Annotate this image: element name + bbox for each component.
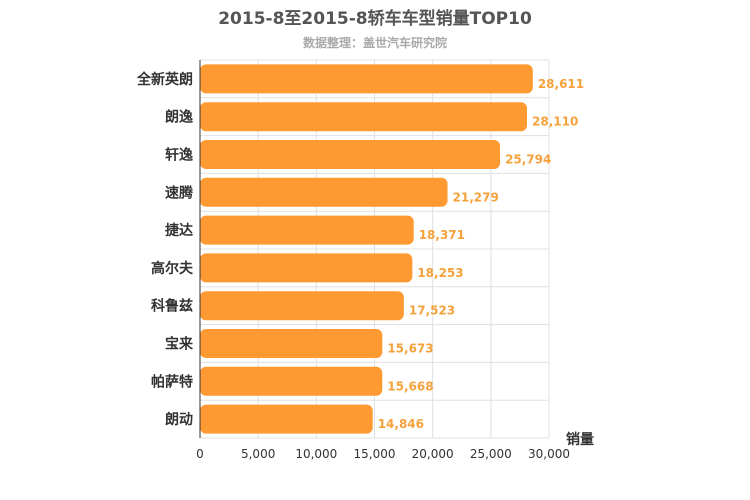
category-label: 全新英朗 xyxy=(136,71,193,88)
x-tick-label: 0 xyxy=(196,447,204,461)
bar xyxy=(200,215,414,245)
value-label: 18,253 xyxy=(417,266,463,280)
value-label: 28,611 xyxy=(538,77,584,91)
x-tick-label: 30,000 xyxy=(528,447,570,461)
value-label: 15,668 xyxy=(387,379,433,393)
value-label: 15,673 xyxy=(387,342,433,356)
category-label: 朗动 xyxy=(165,411,193,428)
bar xyxy=(200,253,413,283)
x-axis-label: 销量 xyxy=(566,431,594,448)
value-label: 17,523 xyxy=(409,304,455,318)
category-label: 科鲁兹 xyxy=(151,298,193,315)
category-label: 速腾 xyxy=(165,184,194,201)
x-tick-labels: 0 5,000 10,000 15,000 20,000 25,000 30,000 xyxy=(196,447,570,461)
chart-subtitle: 数据整理：盖世汽车研究院 xyxy=(303,35,447,50)
x-tick-label: 15,000 xyxy=(354,447,396,461)
value-label: 25,794 xyxy=(505,153,551,167)
bar xyxy=(200,64,533,94)
bar xyxy=(200,140,501,169)
category-label: 帕萨特 xyxy=(151,373,193,390)
bar xyxy=(200,177,448,207)
category-label: 朗逸 xyxy=(165,109,193,126)
category-label: 高尔夫 xyxy=(151,260,194,277)
value-label: 21,279 xyxy=(453,190,499,204)
chart-title: 2015-8至2015-8轿车车型销量TOP10 xyxy=(218,8,532,29)
bars xyxy=(200,64,533,434)
value-labels: 28,611 28,110 25,794 21,279 18,371 18,253 17,5… xyxy=(378,77,584,431)
value-label: 28,110 xyxy=(532,115,578,129)
category-label: 宝来 xyxy=(165,336,194,353)
bar xyxy=(200,329,383,358)
bar xyxy=(200,404,373,434)
x-tick-label: 10,000 xyxy=(295,447,337,461)
x-tick-label: 20,000 xyxy=(412,447,454,461)
category-label: 轩逸 xyxy=(165,147,193,164)
value-label: 18,371 xyxy=(419,228,465,242)
x-tick-label: 25,000 xyxy=(470,447,512,461)
bar xyxy=(200,102,528,132)
bar xyxy=(200,366,383,396)
category-label: 捷达 xyxy=(165,222,193,239)
value-label: 14,846 xyxy=(378,417,424,431)
x-tick-label: 5,000 xyxy=(241,447,275,461)
bar xyxy=(200,291,404,321)
